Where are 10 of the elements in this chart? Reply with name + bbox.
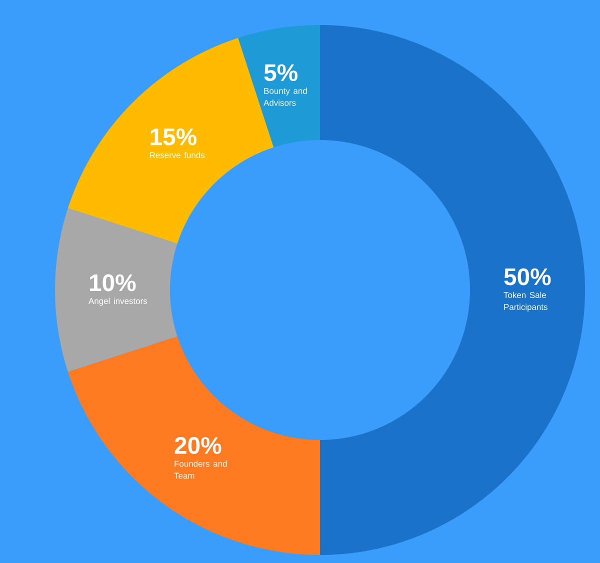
- data-label: 50%: [504, 268, 551, 286]
- data-label: 20%: [174, 437, 222, 454]
- slice-label: Token Sale Participants: [504, 292, 548, 312]
- data-label: 10%: [90, 274, 136, 292]
- slice-label: Founders and Team: [174, 460, 227, 479]
- slice-label: Bounty and Advisors: [264, 88, 307, 106]
- slice-label: Reserve funds: [150, 152, 205, 158]
- data-label: 15%: [150, 128, 196, 146]
- data-label: 5%: [264, 64, 298, 82]
- slice-label: Angel investors: [88, 298, 148, 306]
